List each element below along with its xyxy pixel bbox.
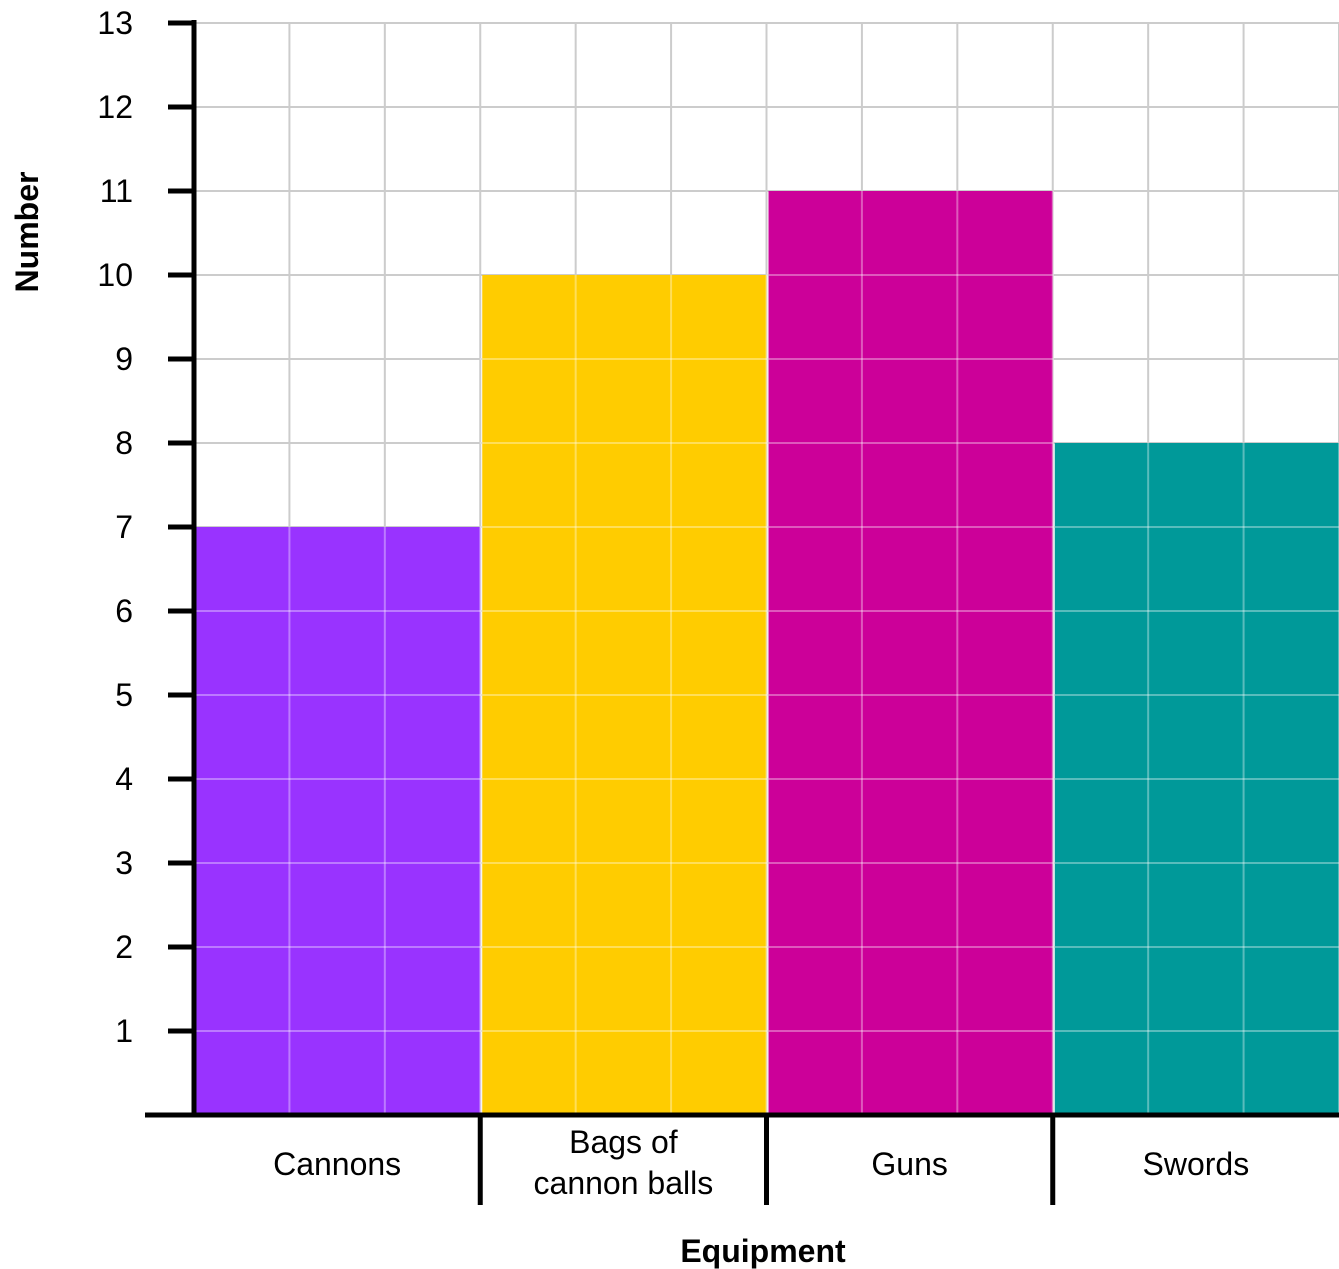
bar — [768, 191, 1053, 1115]
x-category-label: Swords — [1143, 1146, 1250, 1182]
y-tick-label: 9 — [115, 341, 133, 377]
y-tick-label: 3 — [115, 845, 133, 881]
bar-grid-overlay — [194, 191, 1339, 1115]
bars — [196, 191, 1339, 1115]
x-category-label: Bags of — [569, 1124, 678, 1160]
axes — [145, 20, 1339, 1205]
y-tick-label: 11 — [100, 173, 133, 209]
y-axis-title: Number — [9, 172, 45, 293]
y-tick-label: 5 — [115, 677, 133, 713]
x-category-labels: Cannons Bags of cannon balls Guns Swords — [273, 1124, 1249, 1201]
y-tick-label: 10 — [97, 257, 133, 293]
x-axis-title: Equipment — [680, 1233, 846, 1269]
bar — [1054, 443, 1339, 1115]
y-tick-label: 7 — [115, 509, 133, 545]
y-tick-label: 2 — [115, 929, 133, 965]
y-tick-label: 8 — [115, 425, 133, 461]
y-tick-label: 13 — [97, 5, 133, 41]
x-category-label: Guns — [871, 1146, 947, 1182]
y-tick-label: 12 — [97, 89, 133, 125]
x-category-label: Cannons — [273, 1146, 401, 1182]
bar — [482, 275, 767, 1115]
y-tick-label: 4 — [115, 761, 133, 797]
bar — [196, 527, 481, 1115]
y-tick-label: 6 — [115, 593, 133, 629]
y-tick-label: 1 — [115, 1013, 133, 1049]
x-category-label: cannon balls — [534, 1165, 714, 1201]
